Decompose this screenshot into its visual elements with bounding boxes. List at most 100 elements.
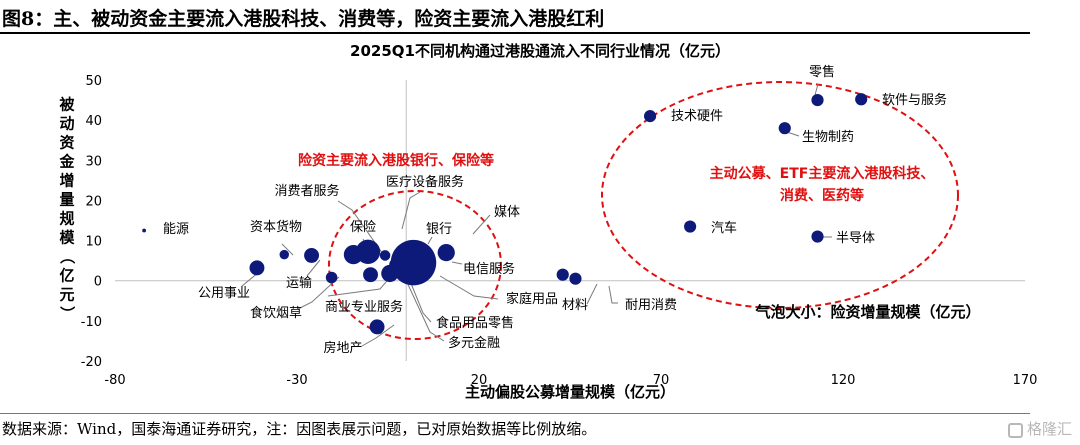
- watermark-text: 格隆汇: [1026, 420, 1072, 438]
- point-label: 电信服务: [463, 261, 515, 277]
- bubble-point: [355, 239, 381, 264]
- y-tick-label: 20: [85, 194, 102, 209]
- point-label: 消费者服务: [274, 183, 339, 199]
- leader-line: [586, 283, 598, 305]
- bubble-point: [363, 267, 378, 283]
- leader-line: [472, 214, 491, 235]
- bubble-point: [811, 93, 824, 107]
- bubble-marks: [142, 93, 868, 335]
- axes: -80 -30 20 70 120 170 -20 -10 0 10 20 30 40 50: [81, 74, 1038, 388]
- y-axis-title-char: 被: [59, 96, 75, 114]
- y-axis-title-char: 增: [59, 172, 74, 190]
- x-tick-label: 170: [1013, 373, 1038, 388]
- bubble-point: [369, 319, 385, 335]
- x-tick-label: 120: [831, 373, 856, 388]
- active-funds-highlight-ellipse: [601, 81, 959, 309]
- point-label: 资本货物: [250, 219, 302, 235]
- y-tick-label: -20: [81, 355, 102, 370]
- highlight-ellipses: [328, 81, 959, 340]
- point-label: 材料: [562, 298, 588, 313]
- leader-line: [297, 276, 340, 310]
- bubble-point: [249, 260, 265, 276]
- figure-title: 图8：主、被动资金主要流入港股科技、消费等，险资主要流入港股红利: [2, 8, 605, 30]
- y-tick-label: 40: [85, 114, 102, 129]
- point-label: 媒体: [494, 205, 520, 220]
- bubble-point: [325, 271, 338, 284]
- point-label: 半导体: [836, 231, 875, 246]
- x-tick-label: 20: [471, 373, 488, 388]
- bubble-point: [400, 258, 413, 271]
- point-label: 技术硬件: [671, 109, 723, 124]
- x-tick-label: 70: [653, 373, 670, 388]
- point-label: 食饮烟草: [250, 305, 302, 321]
- y-tick-label: 0: [94, 275, 102, 290]
- y-axis-title-char: 亿: [59, 267, 74, 285]
- point-label: 保险: [350, 220, 376, 235]
- bubble-point: [811, 230, 824, 243]
- bubble-point: [304, 247, 320, 263]
- point-label: 耐用消费: [625, 298, 677, 313]
- bubble-point: [684, 220, 697, 233]
- point-label: 商业专业服务: [325, 299, 403, 315]
- y-tick-label: 50: [85, 74, 102, 89]
- point-label: 汽车: [711, 220, 737, 236]
- y-axis-title-char: 金: [58, 153, 75, 171]
- leader-line: [427, 236, 433, 245]
- leader-line: [814, 83, 819, 96]
- source-divider: [0, 413, 1030, 414]
- bubble-point: [279, 249, 289, 260]
- bubble-point: [556, 268, 569, 281]
- y-tick-label: 10: [85, 235, 102, 250]
- bubble-point: [778, 122, 791, 135]
- annotation-insurance: 险资主要流入港股银行、保险等: [298, 152, 494, 169]
- watermark: 格隆汇: [1007, 418, 1072, 439]
- point-label: 食品用品零售: [436, 315, 514, 331]
- annotation-active-funds-line2: 消费、医药等: [780, 187, 864, 204]
- point-label: 能源: [163, 222, 189, 237]
- y-tick-label: 30: [85, 154, 102, 169]
- bubble-point: [437, 244, 455, 262]
- point-label: 房地产: [323, 340, 362, 356]
- leader-line: [608, 285, 618, 304]
- annotation-active-funds-line1: 主动公募、ETF主要流入港股科技、: [710, 165, 935, 182]
- bubble-point: [855, 93, 868, 106]
- point-label: 零售: [809, 64, 835, 80]
- bubble-size-note: 气泡大小：险资增量规模（亿元）: [754, 303, 980, 321]
- insurance-highlight-ellipse: [328, 190, 502, 340]
- point-label: 公用事业: [198, 286, 250, 301]
- leader-line: [439, 275, 499, 300]
- bubble-point: [569, 272, 582, 285]
- watermark-logo-icon: [1007, 423, 1023, 438]
- point-label: 医疗设备服务: [386, 174, 464, 190]
- y-tick-label: -10: [81, 315, 102, 330]
- bubble-point: [643, 110, 657, 123]
- y-axis-title-char: 量: [59, 191, 74, 209]
- chart-title: 2025Q1不同机构通过港股通流入不同行业情况（亿元）: [350, 42, 730, 60]
- leader-line: [281, 243, 294, 256]
- leader-line: [451, 261, 463, 265]
- leader-line: [361, 324, 395, 347]
- point-label: 生物制药: [802, 130, 854, 145]
- x-axis-title: 主动偏股公募增量规模（亿元）: [465, 383, 675, 401]
- title-divider: [0, 32, 1030, 34]
- x-tick-label: -80: [104, 373, 125, 388]
- y-axis-title-char: 模: [59, 229, 75, 247]
- y-axis-title-char: 资: [59, 134, 74, 152]
- point-label: 软件与服务: [882, 92, 947, 108]
- bubble-point: [379, 250, 391, 261]
- leader-line: [337, 200, 384, 255]
- bubble-point: [414, 254, 427, 267]
- point-label: 银行: [426, 222, 452, 237]
- bubble-point: [142, 228, 147, 233]
- bubble-chart: 2025Q1不同机构通过港股通流入不同行业情况（亿元） 主动偏股公募增量规模（亿…: [58, 42, 1038, 401]
- source-note: 数据来源：Wind，国泰海通证券研究，注：因图表展示问题，已对原始数据等比例放缩…: [2, 420, 597, 438]
- leader-line: [401, 191, 421, 230]
- y-axis-title-char: （: [58, 249, 76, 264]
- leader-line: [404, 277, 445, 342]
- y-axis-title-char: 动: [59, 115, 74, 133]
- point-label: 家庭用品: [506, 291, 558, 307]
- x-tick-label: -30: [286, 373, 307, 388]
- point-label: 运输: [286, 275, 312, 291]
